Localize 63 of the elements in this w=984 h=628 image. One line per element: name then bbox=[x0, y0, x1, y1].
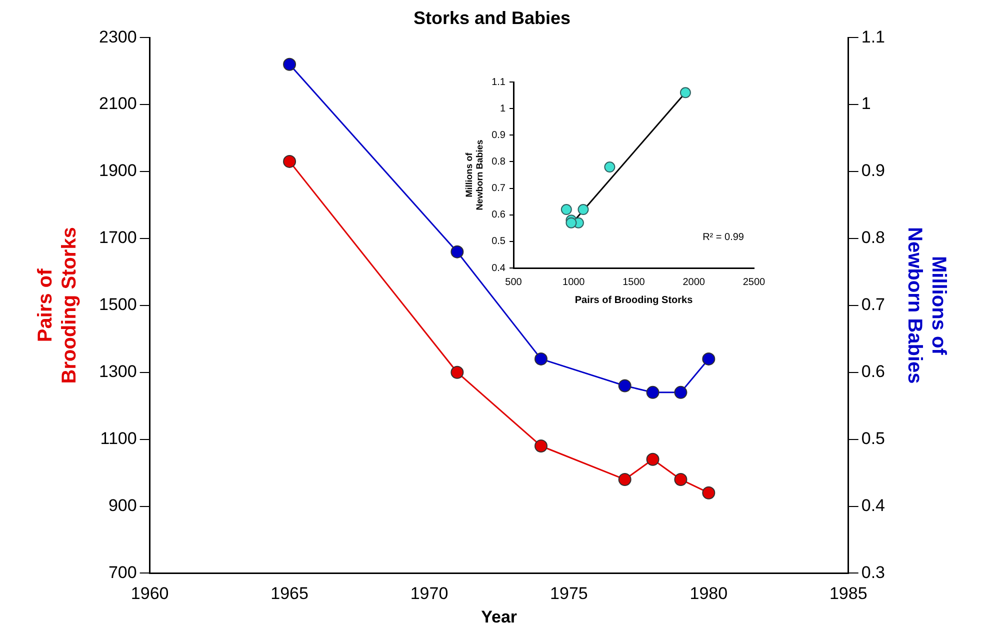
y2-tick-label: 0.8 bbox=[861, 228, 886, 248]
y-tick-label: 1.1 bbox=[492, 76, 506, 88]
x-tick-label: 1960 bbox=[130, 584, 169, 604]
y-tick-label: 900 bbox=[108, 496, 137, 515]
point bbox=[604, 162, 616, 173]
y2-axis-title: Millions of Newborn Babies bbox=[903, 227, 950, 384]
y-tick-label: 0.6 bbox=[492, 210, 506, 221]
y2-tick-label: 0.7 bbox=[861, 295, 886, 314]
y2-tick-label: 0.6 bbox=[861, 362, 886, 382]
y-axis-title: Pairs of Brooding Storks bbox=[34, 227, 81, 384]
point bbox=[646, 452, 660, 466]
y-tick-label: 1300 bbox=[98, 362, 137, 382]
y2-tick-label: 0.3 bbox=[861, 562, 886, 582]
y-tick-label: 2300 bbox=[98, 27, 137, 46]
x-tick-label: 1985 bbox=[829, 584, 868, 604]
chart-title: Storks and Babies bbox=[413, 8, 571, 28]
point bbox=[702, 486, 716, 500]
point bbox=[702, 352, 716, 366]
point bbox=[674, 386, 688, 399]
x-tick-label: 2500 bbox=[742, 276, 766, 288]
point bbox=[450, 245, 464, 258]
x-tick-label: 2000 bbox=[682, 276, 706, 288]
x-tick-label: 1970 bbox=[410, 584, 448, 604]
point bbox=[534, 439, 548, 452]
y-tick-label: 1 bbox=[500, 103, 506, 114]
point bbox=[450, 366, 464, 379]
point bbox=[560, 204, 572, 216]
point bbox=[283, 58, 296, 71]
y-tick-label: 0.8 bbox=[492, 156, 506, 168]
y2-tick-label: 1 bbox=[861, 94, 871, 114]
y-tick-label: 700 bbox=[108, 562, 137, 582]
point bbox=[283, 154, 296, 168]
x-tick-label: 500 bbox=[505, 276, 522, 288]
y-tick-label: 0.5 bbox=[492, 236, 506, 248]
point bbox=[578, 204, 589, 216]
y2-tick-label: 0.5 bbox=[861, 428, 886, 448]
x-axis-title: Year bbox=[481, 607, 518, 626]
x-tick-label: 1980 bbox=[690, 584, 728, 604]
y-tick-label: 0.7 bbox=[492, 183, 506, 194]
point bbox=[674, 472, 688, 486]
point bbox=[566, 217, 577, 228]
y-axis-title: Millions of Newborn Babies bbox=[464, 140, 485, 210]
x-tick-label: 1500 bbox=[622, 276, 646, 288]
y-tick-label: 0.4 bbox=[492, 262, 506, 274]
y-tick-label: 1700 bbox=[98, 228, 137, 248]
x-tick-label: 1975 bbox=[550, 584, 588, 604]
y-tick-label: 2100 bbox=[98, 94, 137, 114]
y-tick-label: 0.9 bbox=[492, 130, 506, 141]
point bbox=[618, 379, 632, 392]
y-tick-label: 1900 bbox=[98, 161, 137, 180]
y2-tick-label: 0.9 bbox=[861, 161, 886, 180]
y-tick-label: 1100 bbox=[100, 428, 137, 448]
x-axis-title: Pairs of Brooding Storks bbox=[574, 294, 694, 306]
x-tick-label: 1965 bbox=[270, 584, 308, 604]
x-tick-label: 1000 bbox=[562, 276, 586, 288]
point bbox=[534, 352, 548, 366]
y2-tick-label: 1.1 bbox=[861, 27, 886, 46]
point bbox=[646, 386, 660, 399]
y-tick-label: 1500 bbox=[98, 295, 137, 314]
point bbox=[618, 472, 632, 486]
point bbox=[680, 87, 691, 98]
annotation: R² = 0.99 bbox=[702, 232, 744, 243]
y2-tick-label: 0.4 bbox=[861, 496, 886, 515]
